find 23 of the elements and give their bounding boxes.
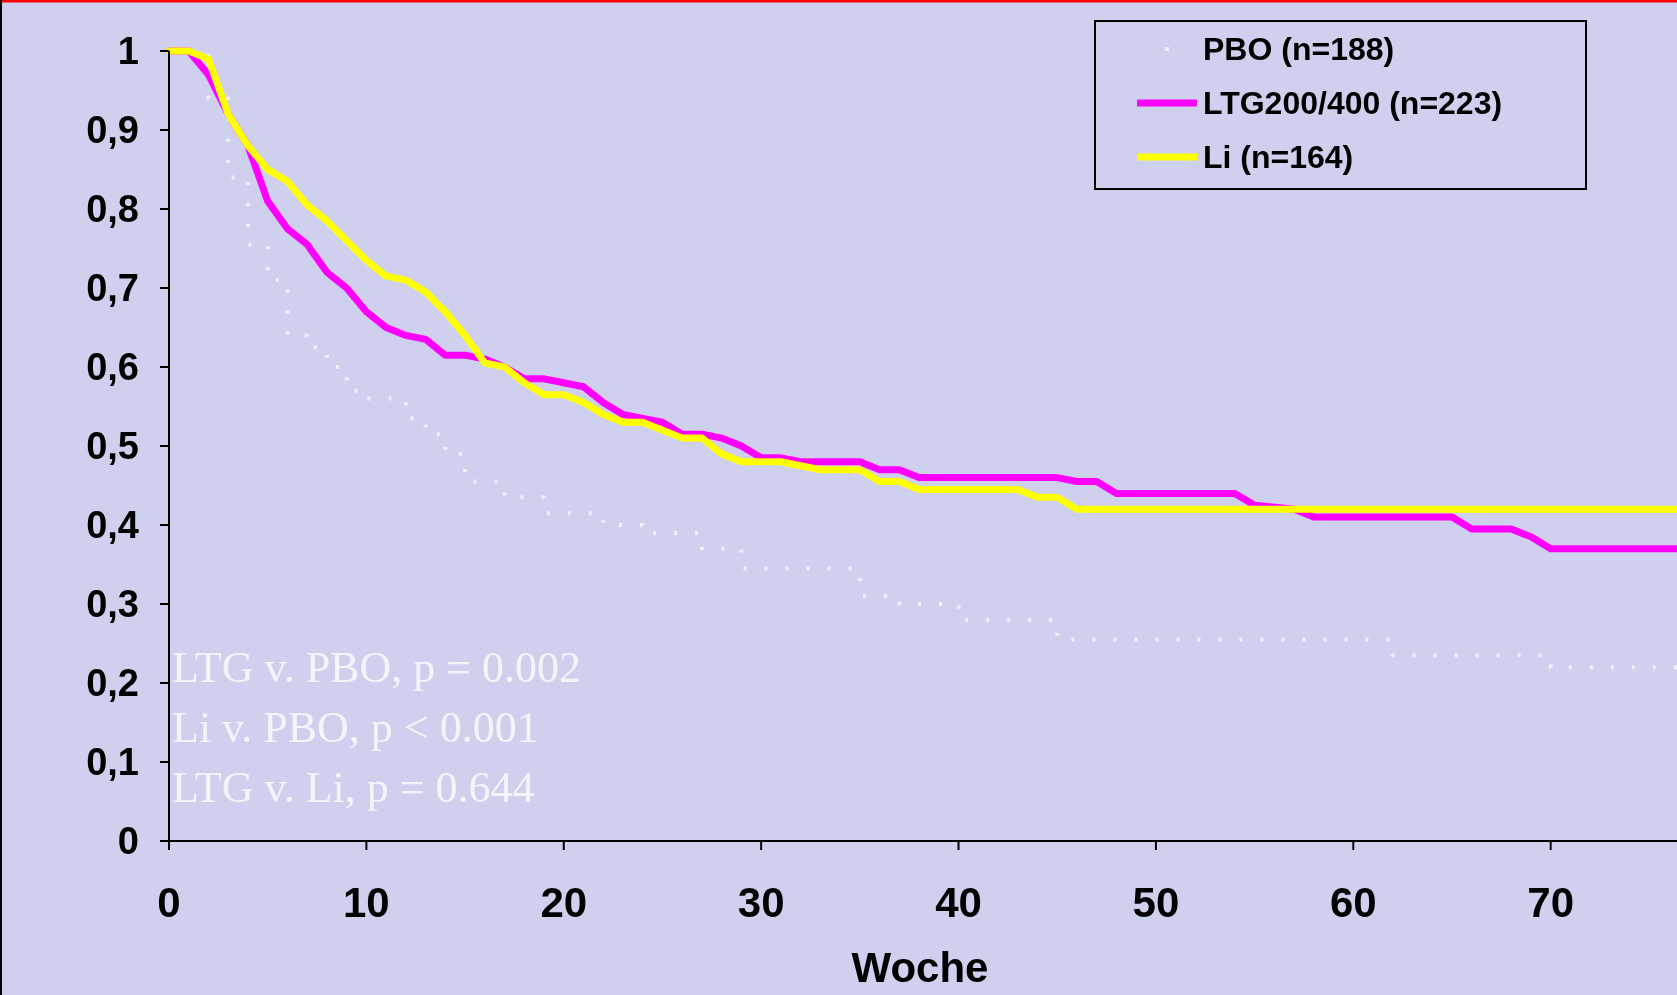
legend-label: Li (n=164) <box>1203 139 1354 176</box>
y-tick-label: 0 <box>117 820 139 863</box>
x-tick-label: 0 <box>157 879 181 926</box>
x-tick-label: 60 <box>1329 879 1377 926</box>
y-tick-label: 0,9 <box>86 109 139 152</box>
y-tick-label: 0,7 <box>86 267 139 310</box>
x-axis-title: Woche <box>851 944 989 991</box>
x-tick-label: 50 <box>1132 879 1180 926</box>
x-tick-label: 10 <box>343 879 390 926</box>
y-tick-label: 0,2 <box>86 662 139 705</box>
x-tick-label: 70 <box>1527 879 1575 926</box>
y-tick-label: 0,6 <box>86 346 139 389</box>
y-tick-label: 0,8 <box>86 188 139 231</box>
y-tick-label: 0,1 <box>86 741 139 784</box>
legend-label: LTG200/400 (n=223) <box>1203 85 1503 122</box>
legend-label: PBO (n=188) <box>1203 31 1395 68</box>
y-tick-label: 0,3 <box>86 583 139 626</box>
x-tick-label: 30 <box>737 879 785 926</box>
y-tick-label: 0,5 <box>86 425 139 468</box>
y-tick-label: 1 <box>117 30 139 73</box>
x-tick-label: 40 <box>935 879 982 926</box>
x-tick-label: 20 <box>540 879 588 926</box>
y-tick-label: 0,4 <box>86 504 139 547</box>
